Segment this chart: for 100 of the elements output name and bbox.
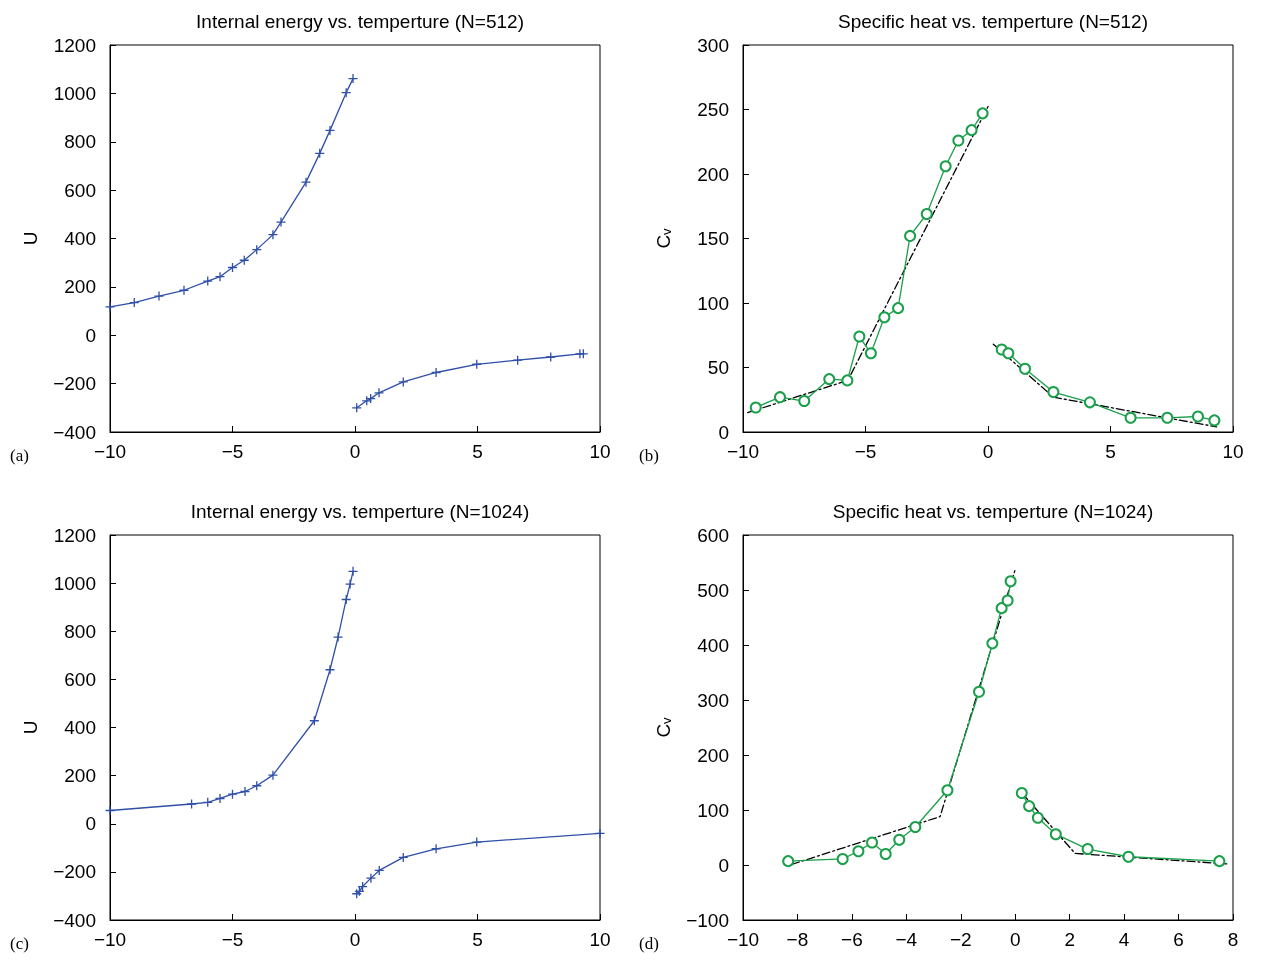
x-tick-label: −10 [93,929,127,950]
point [864,347,877,360]
point [1015,786,1028,799]
y-tick-label: 1000 [53,572,96,594]
chart-title: Internal energy vs. temperture (N=1024) [190,501,530,522]
point [1191,410,1204,423]
chart-title: Specific heat vs. temperture (N=512) [838,11,1148,32]
y-tick-label: −400 [53,909,96,931]
y-tick-label: 400 [697,634,729,656]
y-tick-label: 0 [85,324,96,346]
point [836,852,849,865]
y-tick-label: 150 [697,228,729,249]
y-axis-title: Cᵥ [653,716,674,738]
y-tick-label: 1200 [53,34,96,56]
point [941,784,954,797]
point [774,391,786,404]
text: (c) [10,934,29,953]
point [939,160,952,173]
point [1001,594,1014,607]
point [1208,414,1221,427]
y-tick-label: 800 [64,620,96,642]
point [920,207,933,220]
x-tick-label: 6 [1173,929,1184,950]
x-tick-label: 8 [1227,929,1239,950]
point [904,229,917,242]
point [823,373,836,386]
y-tick-label: 100 [697,292,729,314]
point [976,107,989,120]
y-tick-label: 0 [718,854,729,876]
y-tick-label: 1200 [53,524,96,546]
point [1081,843,1094,856]
point [866,836,879,849]
text: (d) [639,934,659,953]
y-axis-title: U [20,720,41,735]
y-axis-title: U [20,231,41,246]
point [594,828,606,839]
x-tick-label: −5 [221,929,244,950]
y-tick-label: 800 [64,131,96,153]
point [267,229,279,240]
y-tick-label: 300 [697,689,729,711]
point [275,216,287,228]
x-tick-label: 10 [589,441,611,462]
point [893,833,906,846]
point [104,301,116,313]
x-tick-label: 0 [982,441,994,462]
point [909,821,922,834]
x-tick-label: −5 [221,441,244,462]
x-tick-label: −10 [726,441,760,462]
point [471,836,482,848]
point [1019,362,1031,375]
chart-title: Internal energy vs. temperture (N=512) [196,11,524,32]
point [1083,396,1096,409]
text: (b) [639,446,659,465]
y-tick-label: 0 [85,813,96,835]
point [373,387,385,398]
x-tick-label: 2 [1064,929,1075,950]
point [1031,811,1044,824]
point [104,805,116,816]
x-tick-label: 5 [1105,441,1116,462]
point [853,330,866,343]
point [1213,855,1226,868]
y-tick-label: 0 [718,421,729,443]
point [1049,828,1062,841]
x-tick-label: −4 [895,929,918,950]
y-tick-label: 600 [697,524,729,546]
y-tick-label: 200 [64,765,96,787]
point [578,348,589,360]
point [300,176,312,188]
x-tick-label: 0 [1009,929,1021,950]
y-tick-label: 600 [64,668,96,690]
point [186,798,197,810]
y-tick-label: 200 [697,163,729,185]
y-axis-title: Cᵥ [653,227,674,249]
x-tick-label: 10 [589,929,611,950]
point [214,271,226,282]
point [214,793,226,804]
point [239,786,251,797]
point [1004,575,1017,588]
x-tick-label: −6 [841,929,863,950]
y-tick-label: 400 [64,717,96,738]
y-tick-label: 1000 [53,82,96,104]
point [1124,411,1137,424]
y-tick-label: 250 [697,99,729,120]
point [153,290,165,302]
x-tick-label: −10 [93,441,127,462]
x-tick-label: −5 [854,441,877,462]
point [995,602,1008,615]
x-tick-label: 5 [472,441,483,462]
point [178,285,190,296]
text: (a) [10,446,29,465]
y-tick-label: 200 [697,744,729,766]
point [965,124,978,137]
x-tick-label: 10 [1222,441,1244,462]
y-tick-label: 50 [707,357,729,378]
point [1122,850,1135,863]
point [398,376,409,388]
point [986,637,999,650]
point [892,302,905,315]
chart-title: Specific heat vs. temperture (N=1024) [832,501,1154,522]
y-tick-label: −200 [53,373,96,395]
